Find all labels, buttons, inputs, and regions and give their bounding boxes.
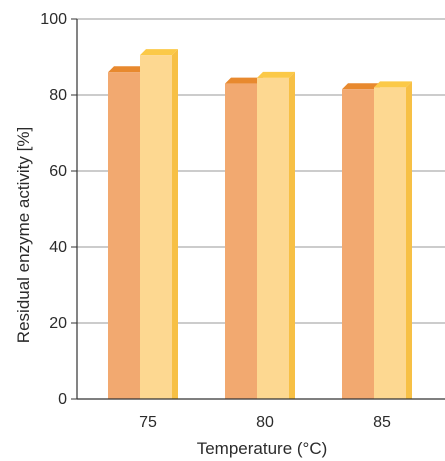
bar-top-face xyxy=(374,81,412,88)
bar-side-face xyxy=(406,81,412,400)
bar-side-face xyxy=(172,49,178,399)
bar-side-face xyxy=(289,71,295,400)
bar-top-face xyxy=(257,71,295,78)
tick-labels: 0 20 40 60 80 100 75 80 85 xyxy=(40,11,391,431)
bar-top-face xyxy=(140,49,178,56)
bar-top-face xyxy=(342,83,380,90)
y-tick-label-40: 40 xyxy=(49,239,67,256)
bar-front-face xyxy=(374,87,406,400)
bar-80-series-2 xyxy=(257,71,295,400)
bar-front-face xyxy=(257,77,289,400)
bar-front-face xyxy=(140,55,172,399)
y-tick-label-80: 80 xyxy=(49,87,67,104)
y-tick-label-100: 100 xyxy=(40,11,67,28)
bar-front-face xyxy=(225,83,257,399)
bar-top-face xyxy=(108,66,146,73)
x-tick-label-80: 80 xyxy=(256,414,274,431)
bars xyxy=(108,49,412,400)
x-axis-label: Temperature (°C) xyxy=(197,439,328,458)
bar-85-series-2 xyxy=(374,81,412,400)
bar-top-face xyxy=(225,77,263,84)
y-tick-label-60: 60 xyxy=(49,163,67,180)
y-tick-label-0: 0 xyxy=(58,391,67,408)
bar-front-face xyxy=(342,89,374,400)
x-tick-label-85: 85 xyxy=(373,414,391,431)
bar-front-face xyxy=(108,72,140,399)
y-tick-label-20: 20 xyxy=(49,315,67,332)
x-tick-label-75: 75 xyxy=(139,414,157,431)
y-axis-label: Residual enzyme activity [%] xyxy=(14,127,33,343)
axes xyxy=(71,18,445,400)
bar-75-series-2 xyxy=(140,49,178,399)
